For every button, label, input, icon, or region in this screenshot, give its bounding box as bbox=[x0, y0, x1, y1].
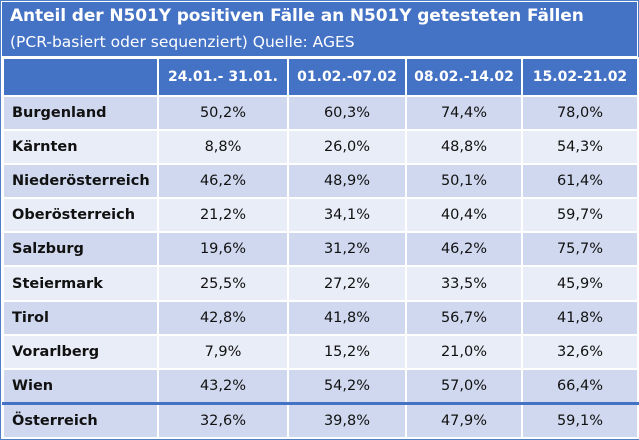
table-cell-value: 25,5% bbox=[157, 265, 289, 302]
table-body: Burgenland 50,2% 60,3% 74,4% 78,0% Kärnten 8,8… bbox=[2, 94, 639, 439]
table-header-row: 24.01.- 31.01. 01.02.-07.02 08.02.-14.02 15… bbox=[2, 57, 639, 97]
table-subtitle: (PCR-basiert oder sequenziert) Quelle: A… bbox=[10, 33, 355, 51]
table-cell-value: 34,1% bbox=[287, 197, 407, 234]
region-label: Vorarlberg bbox=[2, 333, 159, 370]
table-cell-value: 32,6% bbox=[157, 401, 289, 439]
table-cell-value: 31,2% bbox=[287, 231, 407, 268]
table-cell-value: 59,7% bbox=[521, 197, 639, 234]
table-cell-value: 54,3% bbox=[521, 129, 639, 166]
table-cell-value: 59,1% bbox=[521, 401, 639, 439]
table-cell-value: 60,3% bbox=[287, 94, 407, 132]
table-row: Oberösterreich 21,2% 34,1% 40,4% 59,7% bbox=[2, 197, 639, 234]
table-cell-value: 32,6% bbox=[521, 333, 639, 370]
table-cell-value: 75,7% bbox=[521, 231, 639, 268]
table-cell-value: 21,2% bbox=[157, 197, 289, 234]
table-cell-value: 7,9% bbox=[157, 333, 289, 370]
table-cell-value: 41,8% bbox=[287, 299, 407, 336]
table-cell-value: 48,9% bbox=[287, 163, 407, 200]
table-row: Wien 43,2% 54,2% 57,0% 66,4% bbox=[2, 367, 639, 405]
table-cell-value: 33,5% bbox=[405, 265, 523, 302]
table-cell-value: 39,8% bbox=[287, 401, 407, 439]
region-label: Burgenland bbox=[2, 94, 159, 132]
region-label: Steiermark bbox=[2, 265, 159, 302]
column-header-period: 08.02.-14.02 bbox=[405, 57, 523, 97]
table-cell-value: 47,9% bbox=[405, 401, 523, 439]
table-cell-value: 45,9% bbox=[521, 265, 639, 302]
table-cell-value: 41,8% bbox=[521, 299, 639, 336]
table-cell-value: 43,2% bbox=[157, 367, 289, 405]
data-table: 24.01.- 31.01. 01.02.-07.02 08.02.-14.02 15… bbox=[2, 57, 639, 439]
table-cell-value: 42,8% bbox=[157, 299, 289, 336]
region-label: Salzburg bbox=[2, 231, 159, 268]
table-cell-value: 40,4% bbox=[405, 197, 523, 234]
table-cell-value: 66,4% bbox=[521, 367, 639, 405]
table-cell-value: 46,2% bbox=[405, 231, 523, 268]
table-cell-value: 48,8% bbox=[405, 129, 523, 166]
table-cell-value: 74,4% bbox=[405, 94, 523, 132]
table-cell-value: 8,8% bbox=[157, 129, 289, 166]
region-label: Oberösterreich bbox=[2, 197, 159, 234]
table-cell-value: 61,4% bbox=[521, 163, 639, 200]
region-label: Wien bbox=[2, 367, 159, 405]
region-label: Kärnten bbox=[2, 129, 159, 166]
region-label: Österreich bbox=[2, 401, 159, 439]
table-row: Vorarlberg 7,9% 15,2% 21,0% 32,6% bbox=[2, 333, 639, 370]
table-cell-value: 54,2% bbox=[287, 367, 407, 405]
table-cell-value: 21,0% bbox=[405, 333, 523, 370]
region-label: Tirol bbox=[2, 299, 159, 336]
column-header-region bbox=[2, 57, 159, 97]
table-cell-value: 19,6% bbox=[157, 231, 289, 268]
table-cell-value: 56,7% bbox=[405, 299, 523, 336]
table-row: Steiermark 25,5% 27,2% 33,5% 45,9% bbox=[2, 265, 639, 302]
column-header-period: 24.01.- 31.01. bbox=[157, 57, 289, 97]
region-label: Niederösterreich bbox=[2, 163, 159, 200]
table-cell-value: 15,2% bbox=[287, 333, 407, 370]
table-cell-value: 46,2% bbox=[157, 163, 289, 200]
table-cell-value: 78,0% bbox=[521, 94, 639, 132]
table-cell-value: 26,0% bbox=[287, 129, 407, 166]
table-row: Kärnten 8,8% 26,0% 48,8% 54,3% bbox=[2, 129, 639, 166]
table-cell-value: 57,0% bbox=[405, 367, 523, 405]
table-cell-value: 50,2% bbox=[157, 94, 289, 132]
table-row: Tirol 42,8% 41,8% 56,7% 41,8% bbox=[2, 299, 639, 336]
table-total-row: Österreich 32,6% 39,8% 47,9% 59,1% bbox=[2, 401, 639, 439]
table-title: Anteil der N501Y positiven Fälle an N501… bbox=[10, 6, 584, 26]
table-row: Burgenland 50,2% 60,3% 74,4% 78,0% bbox=[2, 94, 639, 132]
table-cell-value: 27,2% bbox=[287, 265, 407, 302]
table-row: Niederösterreich 46,2% 48,9% 50,1% 61,4% bbox=[2, 163, 639, 200]
column-header-period: 15.02-21.02 bbox=[521, 57, 639, 97]
table-cell-value: 50,1% bbox=[405, 163, 523, 200]
table-row: Salzburg 19,6% 31,2% 46,2% 75,7% bbox=[2, 231, 639, 268]
column-header-period: 01.02.-07.02 bbox=[287, 57, 407, 97]
table-header-banner: Anteil der N501Y positiven Fälle an N501… bbox=[2, 2, 637, 56]
